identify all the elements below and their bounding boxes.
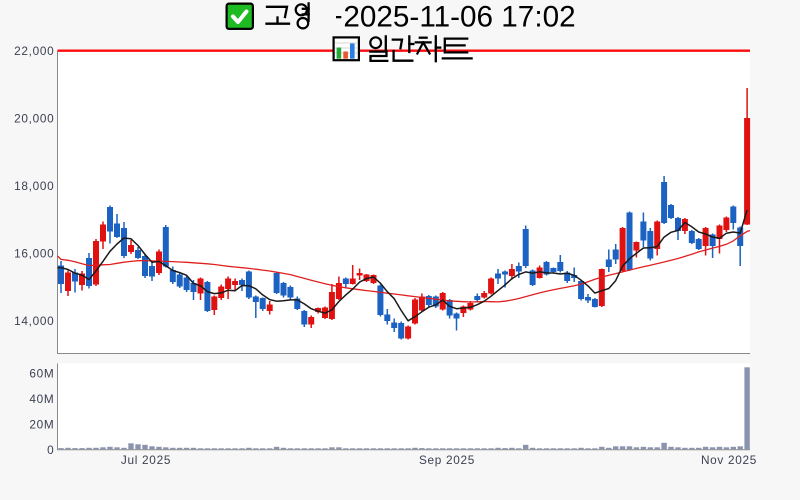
svg-text:Jul 2025: Jul 2025 <box>121 453 171 467</box>
svg-text:16,000: 16,000 <box>14 247 54 261</box>
svg-text:Nov 2025: Nov 2025 <box>701 453 757 467</box>
svg-text:18,000: 18,000 <box>14 179 54 193</box>
svg-text:20,000: 20,000 <box>14 112 54 126</box>
svg-text:60M: 60M <box>29 366 54 380</box>
svg-text:14,000: 14,000 <box>14 314 54 328</box>
svg-text:40M: 40M <box>29 392 54 406</box>
svg-text:20M: 20M <box>29 417 54 431</box>
svg-text:0: 0 <box>47 443 54 457</box>
svg-text:22,000: 22,000 <box>14 44 54 58</box>
svg-text:Sep 2025: Sep 2025 <box>419 453 475 467</box>
svg-text:2025-11-06 17:02: 2025-11-06 17:02 <box>343 0 575 33</box>
